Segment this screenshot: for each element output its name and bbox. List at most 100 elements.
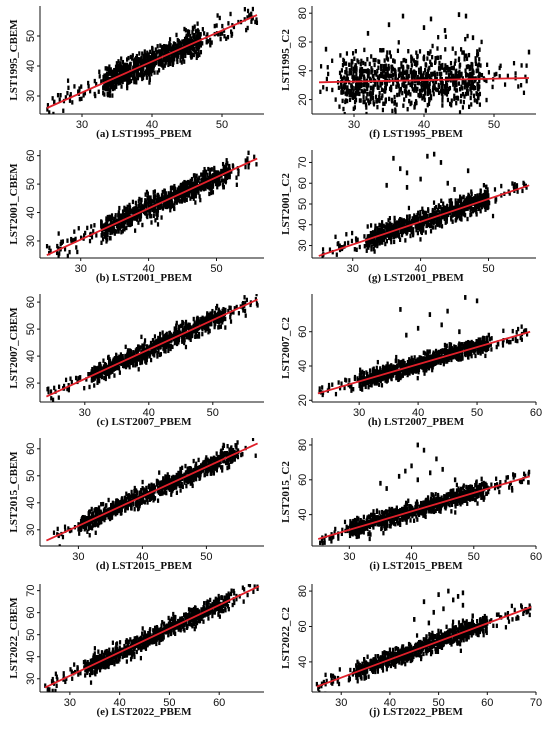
data-point — [100, 502, 103, 507]
data-point — [111, 640, 114, 645]
data-point — [132, 502, 135, 507]
data-point — [144, 58, 147, 63]
data-point — [171, 62, 175, 67]
data-point — [525, 78, 528, 84]
y-tick-label: 60 — [25, 607, 37, 619]
data-point — [164, 48, 167, 54]
data-point — [130, 208, 133, 213]
data-point — [206, 183, 209, 189]
data-point — [221, 468, 224, 473]
data-point — [195, 334, 199, 339]
data-point — [108, 367, 111, 373]
data-point — [173, 183, 176, 189]
data-point — [105, 227, 108, 232]
data-point — [135, 206, 139, 212]
data-point — [135, 649, 138, 655]
data-point — [389, 54, 393, 59]
data-point — [220, 606, 223, 611]
data-point — [148, 77, 151, 83]
data-point — [121, 59, 125, 65]
data-point — [150, 357, 153, 363]
data-point — [176, 334, 180, 340]
data-point — [200, 613, 203, 619]
data-point — [376, 68, 379, 74]
data-point — [80, 519, 83, 525]
data-point — [246, 156, 249, 161]
data-point — [233, 591, 236, 596]
data-point — [181, 198, 184, 203]
data-point — [89, 668, 93, 674]
data-point — [172, 192, 175, 197]
data-point — [160, 480, 163, 486]
data-point — [199, 43, 202, 48]
data-point — [79, 235, 83, 240]
data-point — [322, 85, 325, 90]
data-point — [360, 58, 363, 64]
data-point — [172, 44, 175, 49]
data-point — [201, 331, 204, 337]
data-point — [190, 54, 194, 59]
data-point — [54, 671, 57, 676]
data-point — [167, 61, 171, 66]
data-point — [74, 375, 78, 381]
data-point — [121, 501, 124, 506]
data-point — [91, 366, 94, 372]
data-point — [111, 74, 114, 80]
data-point — [401, 82, 404, 87]
data-point — [363, 47, 366, 53]
data-point — [216, 170, 219, 176]
data-point — [143, 341, 146, 347]
data-point — [180, 483, 183, 489]
data-point — [127, 222, 130, 227]
data-point — [422, 71, 425, 76]
data-point — [203, 318, 206, 323]
data-point — [155, 199, 158, 204]
data-point — [160, 342, 163, 347]
data-point — [121, 66, 124, 72]
data-point — [192, 194, 195, 199]
data-point — [458, 110, 462, 114]
data-point — [104, 66, 107, 71]
data-point — [154, 218, 157, 223]
data-point — [140, 66, 143, 71]
x-tick-label: 50 — [216, 119, 228, 131]
data-point — [182, 41, 185, 47]
data-point — [225, 452, 228, 458]
x-tick-label: 30 — [76, 119, 88, 131]
data-point — [183, 326, 186, 331]
data-point — [476, 52, 480, 57]
data-point — [104, 86, 107, 91]
data-point — [191, 30, 194, 35]
data-point — [52, 530, 56, 535]
data-point — [250, 19, 253, 24]
data-point — [151, 61, 155, 67]
data-point — [202, 175, 205, 180]
data-point — [130, 56, 134, 61]
data-point — [95, 664, 98, 670]
y-tick-label: 60 — [25, 296, 37, 308]
data-point — [210, 167, 213, 172]
data-point — [108, 93, 111, 98]
data-point — [117, 59, 120, 64]
data-point — [127, 493, 131, 498]
data-point — [217, 32, 220, 37]
data-point — [124, 651, 127, 657]
y-tick-label: 30 — [25, 524, 37, 536]
data-point — [137, 57, 140, 62]
data-point — [110, 655, 113, 660]
data-point — [210, 190, 213, 196]
data-point — [133, 488, 136, 494]
data-point — [211, 190, 215, 195]
data-point — [162, 630, 165, 635]
data-point — [165, 482, 168, 487]
data-point — [140, 55, 143, 61]
data-point — [133, 636, 136, 641]
data-point — [175, 331, 178, 337]
data-point — [100, 240, 103, 245]
data-point — [123, 219, 126, 224]
data-point — [192, 328, 195, 334]
data-point — [80, 517, 83, 522]
data-point — [196, 46, 199, 51]
data-point — [199, 185, 202, 190]
data-point — [189, 473, 193, 479]
